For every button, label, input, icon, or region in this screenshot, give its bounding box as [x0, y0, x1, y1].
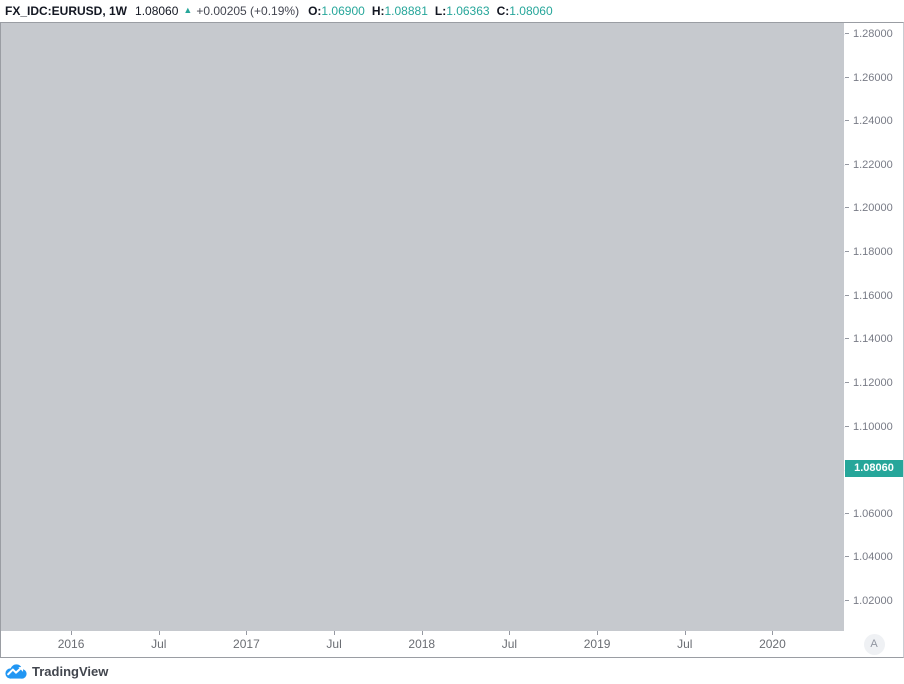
ohlc-open: O:1.06900	[308, 4, 365, 18]
ohlc-close: C:1.08060	[497, 4, 553, 18]
open-label: O:	[308, 4, 322, 18]
tradingview-logo-text: TradingView	[32, 663, 109, 679]
price-axis-tick-label: 1.20000	[845, 202, 893, 214]
time-axis-tick-label: 2017	[218, 631, 274, 651]
time-axis-tick-label: Jul	[481, 631, 537, 651]
last-price: 1.08060	[135, 4, 179, 18]
time-axis-tick-label: 2019	[569, 631, 625, 651]
candlestick-chart-canvas[interactable]	[844, 23, 845, 630]
time-axis-tick-label: 2020	[744, 631, 800, 651]
time-axis-tick-label: Jul	[131, 631, 187, 651]
time-axis-tick-label: Jul	[657, 631, 713, 651]
time-axis-tick-label: 2016	[43, 631, 99, 651]
price-axis[interactable]: 1.08060 1.28000 1.26000 1.24000 1.22000 1.20…	[845, 23, 903, 630]
time-axis-tick-label: 2018	[394, 631, 450, 651]
open-value: 1.06900	[321, 4, 365, 18]
price-axis-tick-label: 1.28000	[845, 28, 893, 40]
time-axis[interactable]: 2016 Jul 2017 Jul 2018 Jul 2019 Jul 2020	[1, 631, 844, 657]
up-triangle-icon: ▲	[183, 5, 193, 15]
price-axis-tick-label: 1.26000	[845, 72, 893, 84]
high-value: 1.08881	[384, 4, 428, 18]
axis-corner: A	[845, 631, 903, 657]
ohlc-low: L:1.06363	[435, 4, 490, 18]
price-change: +0.00205 (+0.19%)	[196, 4, 300, 18]
price-axis-tick-label: 1.06000	[845, 508, 893, 520]
price-axis-tick-label: 1.16000	[845, 290, 893, 302]
high-label: H:	[371, 4, 385, 18]
price-axis-tick-label: 1.02000	[845, 595, 893, 607]
auto-scale-button[interactable]: A	[863, 633, 885, 655]
low-label: L:	[434, 4, 447, 18]
symbol-info-bar: FX_IDC:EURUSD, 1W 1.08060 ▲ +0.00205 (+0…	[0, 0, 904, 22]
symbol-name[interactable]: FX_IDC:EURUSD, 1W	[5, 4, 128, 18]
price-axis-tick-label: 1.10000	[845, 421, 893, 433]
time-axis-tick-label: Jul	[306, 631, 362, 651]
close-label: C:	[496, 4, 510, 18]
price-axis-tick-label: 1.22000	[845, 159, 893, 171]
tradingview-logo[interactable]: TradingView	[5, 664, 108, 679]
ohlc-high: H:1.08881	[372, 4, 428, 18]
close-value: 1.08060	[509, 4, 553, 18]
chart-widget: Euro / U.S. Dollar, 1W, IDC 1.08060 1.28…	[0, 22, 904, 658]
price-axis-tick-label: 1.04000	[845, 551, 893, 563]
chart-plot-area[interactable]: Euro / U.S. Dollar, 1W, IDC	[844, 23, 845, 630]
price-axis-tick-label: 1.12000	[845, 377, 893, 389]
last-price-axis-label: 1.08060	[845, 460, 903, 477]
price-axis-tick-label: 1.18000	[845, 246, 893, 258]
low-value: 1.06363	[446, 4, 490, 18]
price-axis-separator	[1, 23, 844, 631]
price-axis-tick-label: 1.14000	[845, 333, 893, 345]
footer-bar: TradingView	[0, 658, 904, 684]
tradingview-cloud-icon	[5, 663, 27, 679]
price-axis-tick-label: 1.24000	[845, 115, 893, 127]
